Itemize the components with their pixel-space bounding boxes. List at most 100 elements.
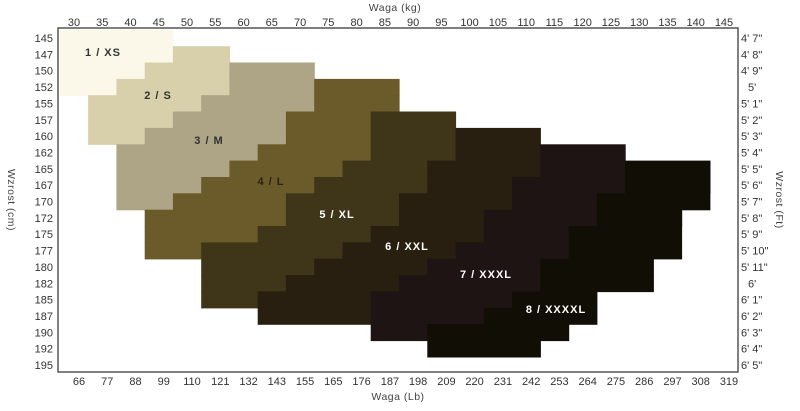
size-zone-cell (370, 111, 457, 129)
size-zone-cell (540, 258, 654, 276)
axis-ticks: 30 35 40 45 50 55 60 65 70 75 80 85 90 95 100 105 110 115… (35, 17, 769, 388)
lb-tick-label: 99 (158, 376, 170, 388)
size-zone-cell (59, 29, 174, 47)
size-zone-cell (59, 78, 117, 96)
top-axis-title: Waga (kg) (369, 2, 422, 14)
size-zone-cell (512, 177, 626, 194)
size-zone-cell (144, 62, 231, 80)
size-zone-cell (201, 95, 315, 113)
size-zone-cell (314, 177, 428, 194)
lb-tick-label: 297 (663, 376, 681, 388)
kg-tick-label: 80 (350, 17, 362, 29)
size-zone-cell (512, 193, 598, 211)
size-labels: 1 / XS 2 / S 3 / M 4 / L 5 / XL 6 / XXL 7 / XX… (85, 47, 586, 316)
size-zone-cell (201, 291, 259, 309)
size-zone-cell (201, 275, 287, 293)
cm-tick-label: 195 (35, 360, 53, 372)
size-zone-cell (370, 226, 485, 243)
size-zone-cell (172, 111, 287, 129)
size-label: 1 / XS (85, 47, 121, 59)
kg-tick-label: 130 (630, 17, 648, 29)
cm-tick-label: 175 (35, 229, 53, 241)
kg-tick-label: 35 (96, 17, 108, 29)
ft-tick-label: 5' 4" (741, 148, 762, 160)
size-label: 2 / S (144, 90, 172, 102)
size-zone-cell (201, 258, 315, 276)
lb-tick-label: 308 (692, 376, 710, 388)
size-zone-cell (229, 78, 315, 96)
lb-tick-label: 253 (550, 376, 568, 388)
size-zone (427, 160, 711, 358)
size-zone-cell (370, 324, 428, 342)
lb-tick-label: 176 (352, 376, 370, 388)
cm-tick-label: 162 (35, 148, 53, 160)
size-zone-cell (540, 275, 654, 293)
size-zone-cell (314, 95, 400, 113)
ft-tick-label: 4' 7" (741, 33, 762, 45)
kg-tick-label: 135 (658, 17, 676, 29)
kg-tick-label: 95 (435, 17, 447, 29)
size-zone (201, 111, 457, 309)
size-zone-cell (285, 193, 400, 211)
size-zone-cell (483, 226, 570, 243)
size-zone-cell (285, 209, 400, 227)
lb-tick-label: 319 (720, 376, 738, 388)
bottom-axis-title: Waga (Lb) (371, 391, 424, 403)
lb-tick-label: 143 (268, 376, 286, 388)
ft-tick-label: 5' 5" (741, 164, 762, 176)
size-zone-cell (88, 95, 202, 113)
lb-tick-label: 231 (494, 376, 512, 388)
lb-tick-label: 121 (211, 376, 229, 388)
size-zone-cell (540, 144, 626, 162)
size-zone-cell (596, 193, 711, 211)
cm-tick-label: 152 (35, 82, 53, 94)
lb-tick-label: 88 (129, 376, 141, 388)
lb-tick-label: 242 (522, 376, 540, 388)
lb-tick-label: 209 (437, 376, 455, 388)
size-zones (59, 29, 711, 358)
size-zone (370, 144, 626, 342)
size-zone-cell (399, 209, 485, 227)
size-zone-cell (483, 209, 598, 227)
cm-tick-label: 177 (35, 246, 53, 258)
kg-tick-label: 60 (237, 17, 249, 29)
cm-tick-label: 155 (35, 98, 53, 110)
ft-tick-label: 5' 9" (741, 229, 762, 241)
size-zone-cell (427, 340, 541, 358)
lb-tick-label: 264 (579, 376, 597, 388)
kg-tick-label: 75 (322, 17, 334, 29)
size-zone-cell (144, 209, 287, 227)
kg-tick-label: 40 (124, 17, 136, 29)
lb-tick-label: 187 (381, 376, 399, 388)
cm-tick-label: 167 (35, 180, 53, 192)
size-zone-cell (342, 160, 428, 178)
size-zone (88, 46, 231, 145)
cm-tick-label: 172 (35, 213, 53, 225)
size-zone-cell (625, 160, 711, 178)
size-zone-cell (285, 127, 372, 145)
size-zone-cell (427, 177, 513, 194)
size-zone-cell (540, 160, 626, 178)
cm-tick-label: 165 (35, 164, 53, 176)
size-zone-cell (314, 78, 400, 96)
kg-tick-label: 140 (687, 17, 705, 29)
size-zone (59, 29, 174, 96)
lb-tick-label: 155 (296, 376, 314, 388)
size-zone-cell (483, 307, 598, 325)
size-label: 3 / M (194, 135, 223, 147)
size-zone-cell (201, 177, 315, 194)
lb-tick-label: 165 (324, 376, 342, 388)
cm-tick-label: 185 (35, 295, 53, 307)
size-zone-cell (370, 127, 457, 145)
size-zone-cell (596, 209, 683, 227)
cm-tick-label: 192 (35, 344, 53, 356)
lb-tick-label: 275 (607, 376, 625, 388)
size-zone-cell (455, 242, 570, 260)
size-zone-cell (144, 127, 287, 145)
size-zone-cell (512, 291, 598, 309)
kg-tick-label: 45 (153, 17, 165, 29)
cm-tick-label: 170 (35, 197, 53, 209)
size-zone-cell (427, 160, 541, 178)
ft-tick-label: 6' 4" (741, 344, 762, 356)
size-label: 8 / XXXXL (526, 304, 586, 316)
